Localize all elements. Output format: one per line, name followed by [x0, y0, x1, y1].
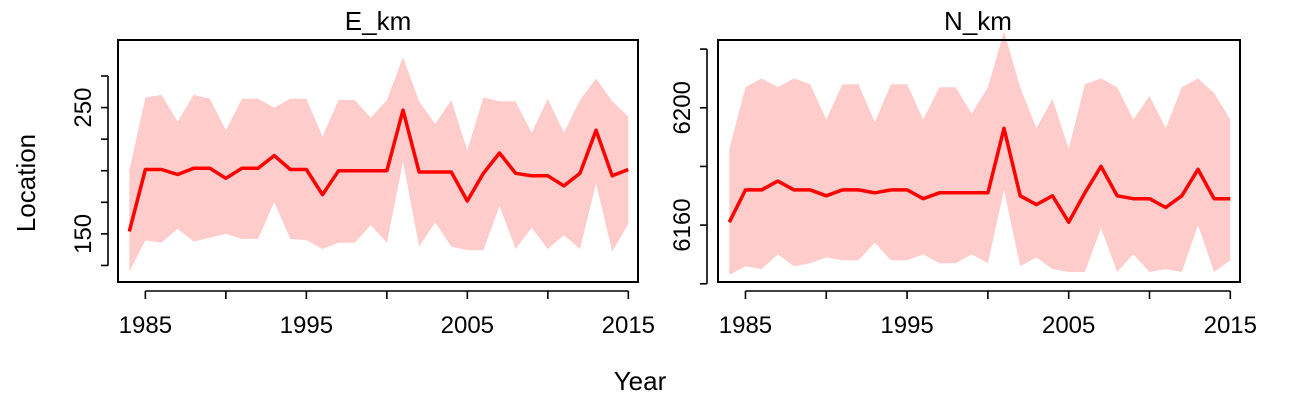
x-axis-title: Year	[614, 366, 667, 396]
y-tick-label: 250	[70, 88, 97, 128]
chart-panel-e-km: E_km 1985 1995 2005 2015 150 250	[70, 6, 655, 339]
x-tick-label: 2005	[1042, 312, 1095, 339]
y-axis-title: Location	[11, 134, 41, 232]
chart-title: N_km	[944, 6, 1012, 36]
x-tick-label: 1995	[280, 312, 333, 339]
chart-panel-n-km: N_km 1985 1995 2005 2015 6160 6200	[669, 6, 1257, 339]
x-tick-label: 1995	[880, 312, 933, 339]
x-tick-label: 2015	[602, 312, 655, 339]
confidence-band	[729, 31, 1231, 275]
x-tick-label: 2005	[441, 312, 494, 339]
plot-frame	[117, 39, 639, 283]
plot-frame	[717, 39, 1241, 283]
series-line	[727, 126, 1231, 224]
y-tick-label: 6200	[669, 81, 696, 134]
chart-title: E_km	[345, 6, 411, 36]
x-tick-label: 1985	[119, 312, 172, 339]
series-line	[127, 108, 629, 232]
y-tick-label: 6160	[669, 198, 696, 251]
y-tick-label: 150	[70, 214, 97, 254]
x-tick-label: 2015	[1204, 312, 1257, 339]
confidence-band	[129, 57, 629, 272]
x-tick-label: 1985	[719, 312, 772, 339]
